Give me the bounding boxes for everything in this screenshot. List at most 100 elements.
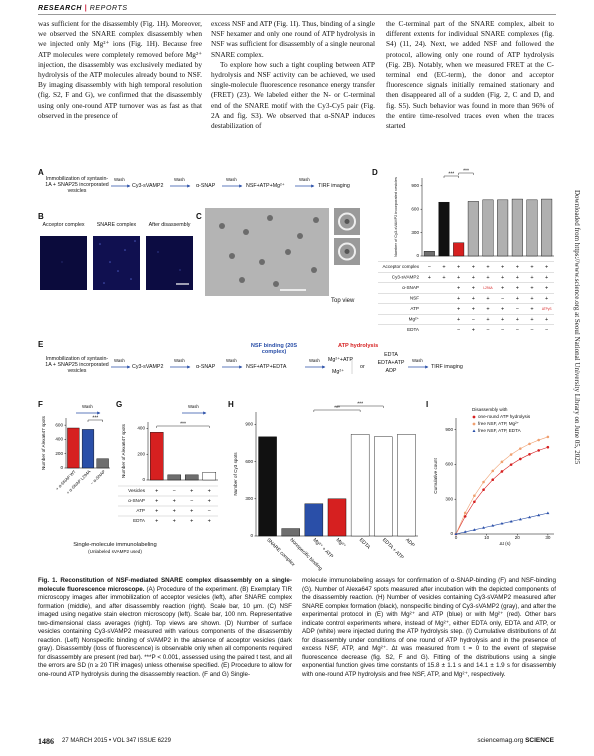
point <box>482 480 485 484</box>
table-cell: + <box>428 275 431 281</box>
point <box>463 515 467 518</box>
bar <box>453 242 465 257</box>
table-cell: + <box>516 296 519 302</box>
point <box>519 447 522 450</box>
point <box>528 453 531 456</box>
legend-marker <box>472 422 476 426</box>
panel-label: B <box>38 212 44 221</box>
table-cell: + <box>457 275 460 281</box>
fit-line <box>455 446 548 535</box>
y-axis-label: Number of Cy3-sVAMP2 incorporated vesicl… <box>393 177 398 257</box>
table-cell: + <box>516 275 519 281</box>
bar <box>497 199 509 257</box>
significance-bracket <box>458 172 474 175</box>
table-cell: + <box>208 518 211 524</box>
fit-line <box>455 436 548 535</box>
paragraph: the C-terminal part of the SNARE complex… <box>386 19 554 131</box>
option: Mg²⁺ <box>332 369 344 375</box>
table-row-label: Vesicles <box>128 488 146 493</box>
step: TIRF imaging <box>318 183 350 189</box>
caption-left: Fig. 1. Reconstitution of NSF-mediated S… <box>38 577 292 680</box>
table-cell: + <box>486 275 489 281</box>
table-cell: + <box>208 498 211 504</box>
legend-marker <box>472 429 476 432</box>
table-cell: − <box>516 327 519 333</box>
table-row-label: Mg²⁺ <box>409 317 420 322</box>
table-row-label: Cy3-sVAMP2 <box>392 275 420 280</box>
caption-text: molecule immunolabeling assays for confi… <box>302 577 556 679</box>
table-cell: + <box>501 306 504 312</box>
download-note: Downloaded from https://www.science.org … <box>573 190 581 465</box>
table-cell: + <box>472 264 475 270</box>
bar <box>184 474 199 481</box>
table-cell: − <box>428 264 431 270</box>
table-cell: + <box>486 296 489 302</box>
table-cell: + <box>190 488 193 494</box>
bar <box>149 432 164 481</box>
table-cell: + <box>442 264 445 270</box>
caption-title: Reconstitution of NSF-mediated SNARE com… <box>38 577 292 593</box>
panel-label: G <box>116 400 123 409</box>
wash-label: Wash <box>299 177 310 182</box>
wash-label: Wash <box>188 404 199 409</box>
panel-label: C <box>196 212 202 221</box>
x-axis-label: Δt (s) <box>500 541 511 546</box>
x-tick-label: Mg²⁺ + ATP <box>312 537 335 560</box>
x-tick-label: EDTA + ATP <box>381 537 405 561</box>
x-tick-label: 20 <box>515 535 521 540</box>
table-cell: − <box>501 327 504 333</box>
x-tick-label: − α-SNAP <box>89 469 106 486</box>
wash-label: Wash <box>114 358 125 363</box>
arrows <box>76 184 429 415</box>
table-cell: − <box>486 327 489 333</box>
table-cell: − <box>530 327 533 333</box>
panel-label: F <box>38 400 43 409</box>
table-cell: + <box>442 275 445 281</box>
table-cell: L294A <box>483 286 493 290</box>
point <box>500 521 504 525</box>
significance-label: *** <box>448 171 454 177</box>
y-tick-label: 0 <box>450 531 453 536</box>
panel-label: A <box>38 168 44 177</box>
wash-label: Wash <box>174 177 185 182</box>
step-title: ATP hydrolysis <box>338 343 379 349</box>
table-cell: + <box>530 296 533 302</box>
page-number: 1486 <box>38 737 54 746</box>
table-cell: − <box>457 327 460 333</box>
option: ADP <box>385 368 397 374</box>
table-cell: + <box>545 264 548 270</box>
table-cell: + <box>530 275 533 281</box>
image-label: Top view <box>331 298 355 304</box>
table-cell: − <box>545 327 548 333</box>
table-cell: + <box>457 264 460 270</box>
table-cell: + <box>190 518 193 524</box>
panel-label: E <box>38 340 44 349</box>
table-cell: + <box>472 296 475 302</box>
point <box>454 532 458 535</box>
chart-i: 0 300 600 900 0 10 20 30 Δt (s) Cumulative count D… <box>433 407 554 546</box>
paragraph: To explore how such a tight coupling bet… <box>211 59 375 131</box>
table-cell: + <box>501 264 504 270</box>
table-cell: + <box>173 518 176 524</box>
tir-images <box>40 236 193 290</box>
significance-label: *** <box>334 405 340 411</box>
point <box>491 524 495 527</box>
table-cell: + <box>472 285 475 291</box>
bar <box>482 199 494 257</box>
y-tick-label: 300 <box>445 496 453 501</box>
caption-label: Fig. 1. <box>38 577 58 584</box>
table-cell: + <box>545 296 548 302</box>
text-column: was sufficient for the disassembly (Fig.… <box>38 19 202 121</box>
table-cell: + <box>457 306 460 312</box>
y-tick-label: 600 <box>445 462 453 467</box>
table-cell: + <box>155 518 158 524</box>
significance-label: *** <box>357 401 363 407</box>
table-cell: − <box>472 317 475 323</box>
legend-label: free NSF, ATP, EDTA <box>478 428 522 433</box>
significance-bracket <box>443 175 459 178</box>
y-tick-label: 300 <box>245 496 253 501</box>
immunolabeling-subtitle: (Unlabeled sVAMP2 used) <box>88 549 142 554</box>
